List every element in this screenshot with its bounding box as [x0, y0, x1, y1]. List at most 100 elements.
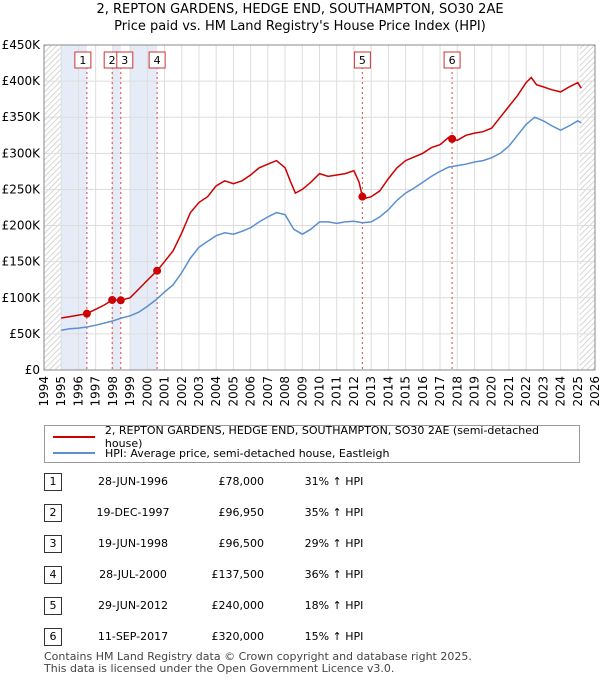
y-tick-label: £350K — [2, 110, 42, 124]
row-number-badge: 6 — [44, 628, 62, 646]
x-tick-label: 2002 — [175, 376, 189, 407]
hpi-line — [61, 116, 582, 332]
x-tick-label: 2022 — [519, 376, 533, 407]
y-tick-label: £100K — [2, 291, 42, 305]
x-tick-label: 2024 — [554, 376, 568, 407]
x-tick-label: 2017 — [433, 376, 447, 407]
transaction-point — [153, 266, 162, 275]
x-tick-label: 2007 — [261, 376, 275, 407]
row-date: 28-JUL-2000 — [99, 568, 167, 581]
x-tick-label: 2010 — [313, 376, 327, 407]
x-tick-label: 2026 — [588, 376, 600, 407]
row-price: £240,000 — [211, 599, 265, 612]
highlight-band — [61, 45, 87, 370]
x-tick-label: 1994 — [37, 376, 51, 407]
transaction-point — [358, 192, 367, 201]
x-tick-label: 1998 — [106, 376, 120, 407]
x-tick-label: 2006 — [244, 376, 258, 407]
legend-label-hpi: HPI: Average price, semi-detached house,… — [105, 446, 390, 460]
y-tick-label: £300K — [2, 146, 42, 160]
transaction-label: 5 — [359, 54, 366, 67]
footer-licence: This data is licensed under the Open Gov… — [44, 662, 395, 675]
y-tick-label: £150K — [2, 255, 42, 269]
chart-subtitle: Price paid vs. HM Land Registry's House … — [114, 19, 486, 34]
x-tick-label: 2008 — [278, 376, 292, 407]
legend-item-hpi: HPI: Average price, semi-detached house,… — [53, 445, 389, 461]
row-date: 11-SEP-2017 — [97, 630, 169, 643]
chart-title: 2, REPTON GARDENS, HEDGE END, SOUTHAMPTO… — [96, 2, 504, 17]
x-tick-label: 2015 — [399, 376, 413, 407]
x-tick-label: 2005 — [226, 376, 240, 407]
x-tick-label: 2025 — [571, 376, 585, 407]
row-hpi: 36% ↑ HPI — [304, 568, 364, 581]
transaction-label: 6 — [449, 54, 456, 67]
y-tick-label: £400K — [2, 74, 42, 88]
table-row: 6 11-SEP-2017 £320,000 15% ↑ HPI — [44, 628, 564, 646]
plot-frame — [43, 44, 596, 371]
x-tick-label: 1999 — [123, 376, 137, 407]
legend-label-property: 2, REPTON GARDENS, HEDGE END, SOUTHAMPTO… — [104, 424, 540, 450]
transaction-label: 4 — [154, 54, 161, 67]
row-date: 19-DEC-1997 — [96, 506, 170, 519]
x-tick-label: 2004 — [209, 376, 223, 407]
row-number-badge: 5 — [44, 597, 62, 615]
y-tick-label: £250K — [2, 182, 42, 196]
row-hpi: 35% ↑ HPI — [304, 506, 364, 519]
x-tick-label: 2009 — [295, 376, 309, 407]
row-date: 19-JUN-1998 — [97, 537, 169, 550]
x-tick-label: 2000 — [140, 376, 154, 407]
transaction-point — [82, 309, 91, 318]
y-tick-label: £200K — [2, 219, 42, 233]
x-tick-label: 2020 — [485, 376, 499, 407]
row-price: £320,000 — [211, 630, 265, 643]
forecast-hatch — [579, 45, 595, 370]
footer-copyright: Contains HM Land Registry data © Crown c… — [44, 650, 472, 663]
x-tick-label: 1996 — [71, 376, 85, 407]
transaction-label: 3 — [121, 54, 128, 67]
price-chart: £0 £50K £100K £150K £200K £250K £300K £350K £400… — [2, 38, 600, 407]
x-tick-label: 2018 — [450, 376, 464, 407]
pre-data-hatch — [44, 45, 62, 370]
row-date: 29-JUN-2012 — [97, 599, 169, 612]
row-hpi: 15% ↑ HPI — [304, 630, 364, 643]
transaction-label: 2 — [109, 54, 116, 67]
row-hpi: 18% ↑ HPI — [304, 599, 364, 612]
x-tick-label: 2003 — [192, 376, 206, 407]
row-number-badge: 2 — [44, 504, 62, 522]
row-number-badge: 4 — [44, 566, 62, 584]
row-number-badge: 3 — [44, 535, 62, 553]
x-tick-label: 2016 — [416, 376, 430, 407]
x-tick-label: 1995 — [54, 376, 68, 407]
transaction-label: 1 — [79, 54, 86, 67]
x-tick-label: 2021 — [502, 376, 516, 407]
y-tick-label: £0 — [25, 363, 40, 377]
transaction-label-box — [116, 51, 134, 69]
x-tick-label: 2019 — [467, 376, 481, 407]
legend-swatch-blue — [53, 452, 95, 454]
highlight-band — [130, 45, 158, 370]
table-row: 3 19-JUN-1998 £96,500 29% ↑ HPI — [44, 535, 564, 553]
legend: 2, REPTON GARDENS, HEDGE END, SOUTHAMPTO… — [44, 424, 580, 463]
table-row: 5 29-JUN-2012 £240,000 18% ↑ HPI — [44, 597, 564, 615]
table-row: 1 28-JUN-1996 £78,000 31% ↑ HPI — [44, 473, 564, 491]
row-hpi: 31% ↑ HPI — [304, 475, 364, 488]
transaction-label-box — [74, 51, 92, 69]
legend-swatch-red — [53, 436, 95, 438]
transaction-point — [108, 295, 117, 304]
row-price: £137,500 — [211, 568, 265, 581]
row-price: £96,950 — [218, 506, 265, 519]
transaction-point — [116, 296, 125, 305]
x-tick-label: 2001 — [158, 376, 172, 407]
row-price: £78,000 — [218, 475, 265, 488]
row-hpi: 29% ↑ HPI — [304, 537, 364, 550]
row-number-badge: 1 — [44, 473, 62, 491]
highlight-band — [112, 45, 121, 370]
row-date: 28-JUN-1996 — [97, 475, 169, 488]
transaction-point — [448, 134, 457, 143]
transaction-label-box — [148, 51, 166, 69]
x-tick-label: 2014 — [381, 376, 395, 407]
transaction-label-box — [443, 51, 461, 69]
row-price: £96,500 — [218, 537, 265, 550]
table-row: 4 28-JUL-2000 £137,500 36% ↑ HPI — [44, 566, 564, 584]
x-tick-label: 2011 — [330, 376, 344, 407]
